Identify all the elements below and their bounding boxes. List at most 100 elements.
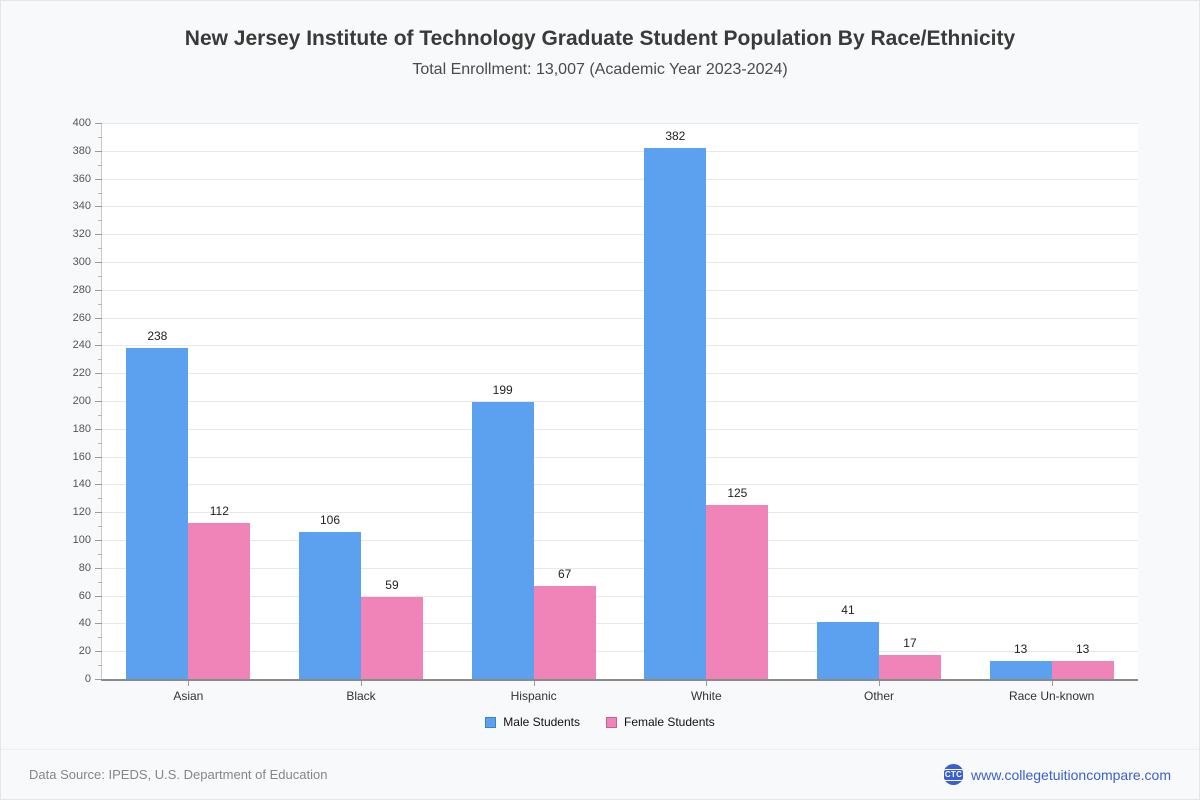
legend-label: Male Students	[503, 715, 580, 729]
y-axis-minor-tick	[98, 275, 102, 277]
x-axis-tick	[706, 681, 708, 686]
bar-group-other: 41 17	[793, 123, 966, 679]
y-axis-major-tick	[95, 428, 102, 430]
bar-male: 106	[298, 513, 361, 679]
y-axis-tick-label: 280	[72, 283, 91, 296]
x-axis-category-label: White	[690, 689, 722, 703]
y-axis-minor-tick	[98, 192, 102, 194]
x-axis-tick	[879, 681, 880, 686]
bar-group-black: 106 59	[275, 123, 448, 679]
website-url: www.collegetuitioncompare.com	[971, 766, 1171, 783]
legend-label: Female Students	[624, 715, 715, 729]
y-axis-minor-tick	[98, 553, 102, 555]
y-axis-tick-label: 380	[72, 144, 91, 157]
y-gridline	[102, 512, 1138, 514]
y-axis-tick-label: 320	[72, 228, 91, 241]
bar-value-label: 13	[1075, 641, 1090, 656]
y-axis-tick-label: 20	[78, 645, 91, 658]
x-axis-tick	[188, 681, 190, 686]
bar-value-label: 67	[557, 566, 572, 581]
bar-value-label: 382	[665, 129, 686, 144]
y-gridline	[102, 373, 1138, 375]
y-gridline	[102, 623, 1138, 625]
bar-male: 13	[989, 642, 1052, 679]
y-gridline	[102, 206, 1138, 208]
y-gridline	[102, 234, 1138, 236]
bar-value-label: 13	[1013, 641, 1028, 656]
y-axis-tick-label: 100	[72, 534, 91, 546]
x-axis-tick	[533, 681, 535, 686]
y-axis-minor-tick	[98, 387, 102, 389]
bar-female: 67	[533, 567, 596, 679]
y-axis-tick-label: 140	[72, 478, 91, 491]
y-axis-minor-tick	[98, 414, 102, 416]
y-axis-tick-label: 360	[72, 172, 91, 185]
y-axis-tick-label: 200	[72, 395, 91, 407]
y-axis-minor-tick	[98, 470, 102, 472]
x-axis-tick	[361, 681, 362, 686]
bar-value-label: 199	[492, 383, 513, 398]
y-axis-tick-label: 160	[72, 450, 91, 463]
y-axis-major-tick	[95, 345, 102, 347]
y-axis-major-tick	[95, 123, 102, 124]
y-gridline	[102, 651, 1138, 653]
y-axis-minor-tick	[98, 359, 102, 361]
y-axis-tick-label: 240	[72, 339, 91, 352]
bar-female: 17	[878, 636, 941, 679]
bar-female: 13	[1051, 642, 1114, 679]
y-axis-major-tick	[95, 512, 102, 514]
y-gridline	[102, 317, 1138, 319]
y-axis-minor-tick	[98, 248, 102, 250]
y-axis-major-tick	[95, 484, 102, 486]
y-axis-tick-label: 180	[72, 422, 91, 435]
y-axis-major-tick	[95, 262, 102, 263]
y-axis-tick-label: 80	[78, 561, 91, 574]
y-gridline	[102, 150, 1138, 152]
y-axis-major-tick	[95, 373, 102, 375]
y-axis-tick-label: 60	[78, 589, 91, 602]
bar-value-label: 59	[385, 578, 399, 592]
bar-value-label: 41	[841, 603, 855, 618]
y-axis-major-tick	[95, 289, 102, 291]
data-source-text: Data Source: IPEDS, U.S. Department of E…	[29, 767, 328, 782]
y-gridline	[102, 540, 1138, 541]
y-axis-minor-tick	[98, 220, 102, 222]
bar-male: 238	[126, 329, 189, 679]
x-axis-category-label: Black	[346, 689, 376, 703]
bar-value-label: 125	[727, 486, 748, 501]
y-gridline	[102, 178, 1138, 180]
y-axis-minor-tick	[98, 442, 102, 444]
y-axis-major-tick	[95, 401, 102, 402]
y-axis-major-tick	[95, 317, 102, 319]
y-axis-tick-label: 0	[84, 673, 91, 685]
bar-group-asian: 238 112	[102, 123, 275, 679]
y-gridline	[102, 428, 1138, 430]
y-axis-minor-tick	[98, 164, 102, 166]
y-axis-tick-label: 40	[78, 617, 91, 630]
bar-chart-plot-area: 0 20 40 60 80 100 120 140 160 180 200 220 240 260 280 3…	[73, 117, 1138, 703]
legend-item-female[interactable]: Female Students	[606, 715, 715, 729]
y-axis-major-tick	[95, 540, 102, 541]
y-axis-major-tick	[95, 679, 102, 680]
y-axis-tick-label: 220	[72, 367, 91, 380]
y-axis-minor-tick	[98, 136, 102, 138]
y-gridline	[102, 262, 1138, 263]
y-axis-major-tick	[95, 567, 102, 569]
bar-value-label: 238	[147, 329, 168, 344]
y-axis-major-tick	[95, 206, 102, 208]
bar-female: 112	[188, 504, 251, 679]
bar-value-label: 106	[319, 512, 340, 527]
website-link[interactable]: CTC www.collegetuitioncompare.com	[942, 764, 1171, 785]
bar-group-white: 382 125	[620, 123, 793, 679]
ctc-logo-icon: CTC	[942, 764, 965, 785]
y-gridline	[102, 123, 1138, 124]
y-axis-minor-tick	[98, 303, 102, 305]
legend-item-male[interactable]: Male Students	[485, 715, 580, 729]
x-axis-tick	[1051, 681, 1053, 686]
y-axis-major-tick	[95, 150, 102, 152]
y-axis-tick-label: 340	[72, 200, 91, 213]
bar-male: 382	[644, 129, 707, 679]
y-axis-major-tick	[95, 595, 102, 597]
y-axis-minor-tick	[98, 498, 102, 500]
